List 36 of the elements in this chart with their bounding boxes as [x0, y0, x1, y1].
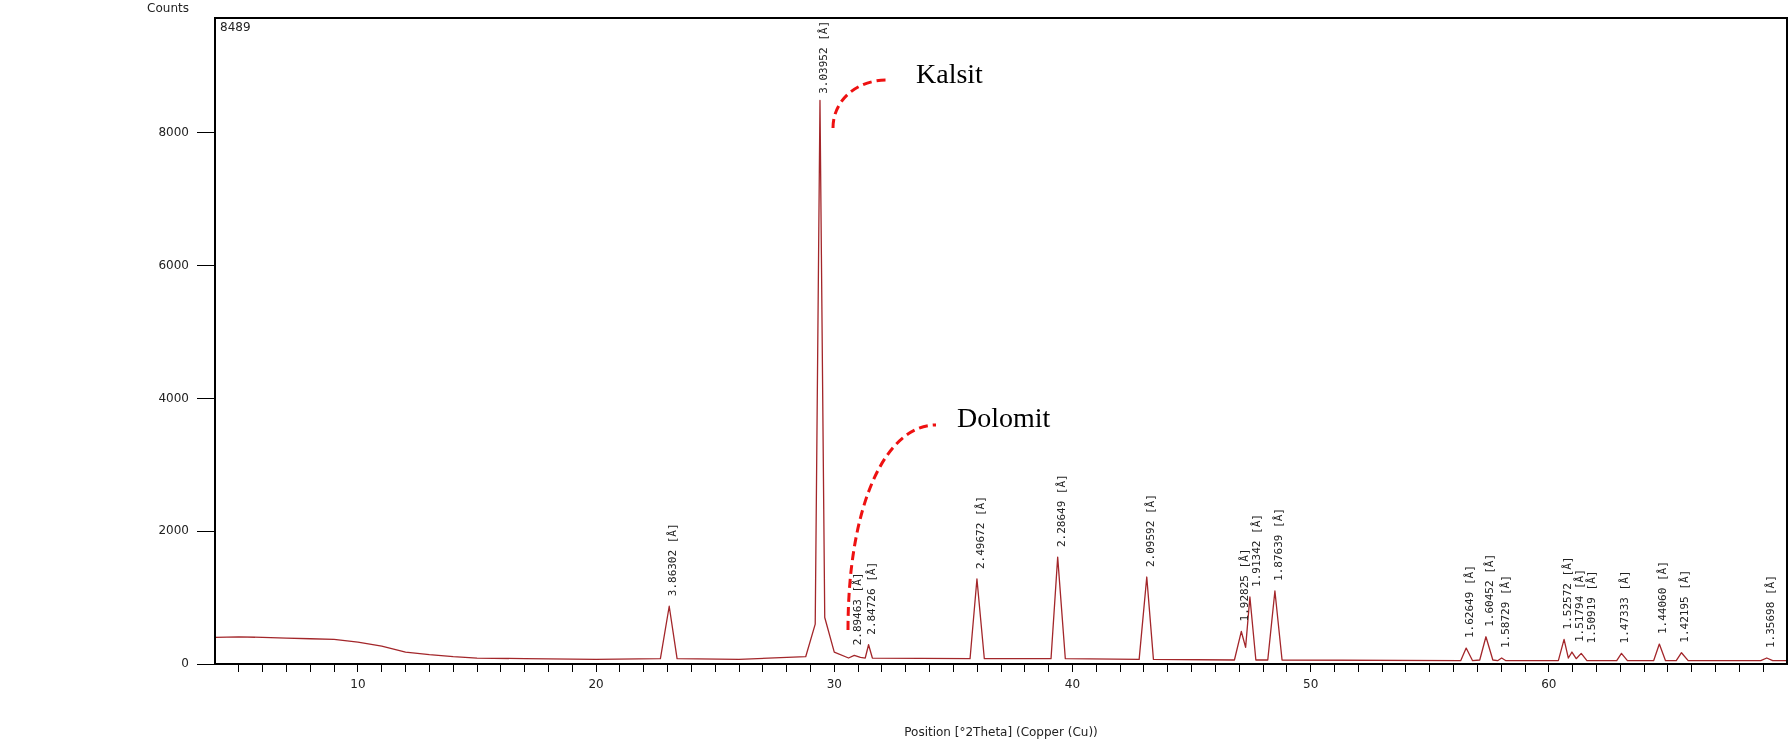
annotation: 1.47333 [Å]: [1618, 570, 1632, 644]
annotation: 3.03952 [Å]: [816, 20, 830, 94]
annotation: 3.86302 [Å]: [666, 523, 680, 597]
annotation: 1.87639 [Å]: [1271, 508, 1285, 581]
annotation: 1.60452 [Å]: [1482, 553, 1496, 627]
y-tick-label: 6000: [158, 257, 189, 272]
annotation: Dolomit: [957, 402, 1051, 434]
x-tick-label: 20: [588, 677, 604, 692]
annotation: 1.52572 [Å]: [1560, 556, 1574, 630]
annotation: 1.92825 [Å]: [1238, 548, 1252, 622]
annotation: 1.58729 [Å]: [1498, 575, 1512, 649]
annotation: 2.49672 [Å]: [973, 496, 987, 570]
annotation: 2.28649 [Å]: [1054, 474, 1068, 548]
annotation: 1.51794 [Å]: [1572, 569, 1586, 643]
x-tick-label: 50: [1303, 677, 1319, 692]
annotation: 2.89463 [Å]: [851, 572, 865, 646]
annotation: 2.09592 [Å]: [1143, 494, 1157, 568]
annotation: 1.50919 [Å]: [1584, 570, 1598, 644]
annotation: 1.42195 [Å]: [1678, 569, 1692, 643]
y-tick-label: 2000: [158, 523, 189, 538]
y-tick-label: 4000: [158, 390, 189, 405]
y-tick-label: 0: [181, 656, 189, 671]
annotation: 2.84726 [Å]: [865, 561, 879, 635]
annotation: 1.91342 [Å]: [1250, 514, 1264, 587]
x-tick-label: 60: [1541, 677, 1557, 692]
y-axis-title: Counts: [147, 1, 189, 16]
annotation: 1.44060 [Å]: [1656, 561, 1670, 635]
x-tick-label: 40: [1064, 677, 1081, 692]
annotation: 1.35698 [Å]: [1763, 575, 1777, 649]
x-axis-title: Position [°2Theta] (Copper (Cu)): [904, 724, 1098, 739]
x-tick-label: 10: [350, 677, 366, 692]
annotation: 1.62649 [Å]: [1463, 565, 1477, 639]
annotation: 8489: [220, 20, 251, 35]
annotation: Kalsit: [916, 58, 984, 90]
x-tick-label: 30: [826, 677, 842, 692]
y-tick-label: 8000: [158, 124, 189, 139]
